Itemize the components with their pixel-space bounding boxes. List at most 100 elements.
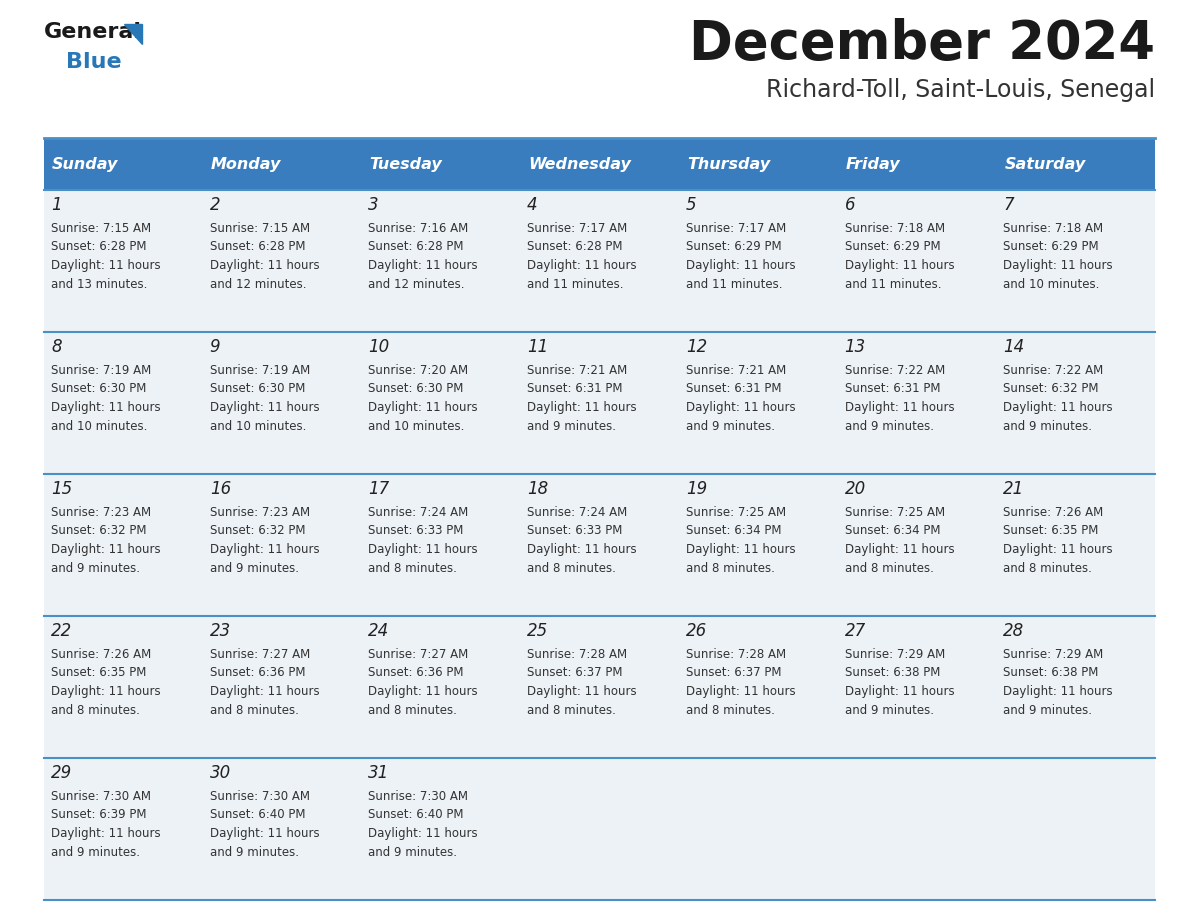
Text: Daylight: 11 hours: Daylight: 11 hours [527,401,637,414]
Text: 23: 23 [210,622,230,640]
Text: and 9 minutes.: and 9 minutes. [51,562,140,575]
Text: Sunrise: 7:28 AM: Sunrise: 7:28 AM [685,648,786,661]
Text: 26: 26 [685,622,707,640]
Text: Daylight: 11 hours: Daylight: 11 hours [210,401,320,414]
Polygon shape [124,24,143,44]
Text: Sunset: 6:33 PM: Sunset: 6:33 PM [527,524,623,538]
Bar [44,616,1155,758]
Text: Sunset: 6:29 PM: Sunset: 6:29 PM [685,241,782,253]
Text: Daylight: 11 hours: Daylight: 11 hours [51,827,160,840]
Text: Sunrise: 7:19 AM: Sunrise: 7:19 AM [210,364,310,377]
Text: Sunset: 6:33 PM: Sunset: 6:33 PM [368,524,463,538]
Text: 28: 28 [1004,622,1024,640]
Text: Sunrise: 7:17 AM: Sunrise: 7:17 AM [685,222,786,235]
Text: Sunrise: 7:29 AM: Sunrise: 7:29 AM [845,648,944,661]
Text: and 8 minutes.: and 8 minutes. [210,703,298,717]
Text: Daylight: 11 hours: Daylight: 11 hours [368,685,478,698]
Text: Daylight: 11 hours: Daylight: 11 hours [210,259,320,272]
Text: Daylight: 11 hours: Daylight: 11 hours [368,259,478,272]
Text: 15: 15 [51,480,72,498]
Text: Sunrise: 7:18 AM: Sunrise: 7:18 AM [845,222,944,235]
Text: Sunset: 6:28 PM: Sunset: 6:28 PM [368,241,465,253]
Bar [44,332,1155,474]
Text: 25: 25 [527,622,549,640]
Text: Daylight: 11 hours: Daylight: 11 hours [527,259,637,272]
Text: and 11 minutes.: and 11 minutes. [845,277,941,290]
Text: Thursday: Thursday [687,156,770,172]
Text: Daylight: 11 hours: Daylight: 11 hours [368,543,478,556]
Text: Daylight: 11 hours: Daylight: 11 hours [368,401,478,414]
Bar [44,190,1155,332]
Text: and 10 minutes.: and 10 minutes. [1004,277,1100,290]
Text: 20: 20 [845,480,866,498]
Text: December 2024: December 2024 [689,18,1155,70]
Text: Sunrise: 7:28 AM: Sunrise: 7:28 AM [527,648,627,661]
Text: 3: 3 [368,196,379,214]
Text: Saturday: Saturday [1004,156,1086,172]
Text: Friday: Friday [846,156,901,172]
Text: Sunrise: 7:27 AM: Sunrise: 7:27 AM [210,648,310,661]
Text: and 10 minutes.: and 10 minutes. [368,420,465,432]
Text: and 12 minutes.: and 12 minutes. [368,277,465,290]
Text: and 9 minutes.: and 9 minutes. [845,703,934,717]
Text: Daylight: 11 hours: Daylight: 11 hours [845,685,954,698]
Text: 19: 19 [685,480,707,498]
Text: Sunset: 6:32 PM: Sunset: 6:32 PM [1004,383,1099,396]
Text: Sunset: 6:28 PM: Sunset: 6:28 PM [527,241,623,253]
Text: Sunset: 6:28 PM: Sunset: 6:28 PM [210,241,305,253]
Text: Sunset: 6:31 PM: Sunset: 6:31 PM [527,383,623,396]
Text: 2: 2 [210,196,220,214]
Text: 9: 9 [210,338,220,356]
Text: and 8 minutes.: and 8 minutes. [685,562,775,575]
Text: Daylight: 11 hours: Daylight: 11 hours [210,685,320,698]
Text: 10: 10 [368,338,390,356]
Text: Sunrise: 7:15 AM: Sunrise: 7:15 AM [210,222,310,235]
Text: and 11 minutes.: and 11 minutes. [527,277,624,290]
Text: Sunrise: 7:19 AM: Sunrise: 7:19 AM [51,364,151,377]
Text: Daylight: 11 hours: Daylight: 11 hours [845,543,954,556]
Text: Sunrise: 7:26 AM: Sunrise: 7:26 AM [51,648,151,661]
Text: and 9 minutes.: and 9 minutes. [368,845,457,858]
Text: Sunset: 6:40 PM: Sunset: 6:40 PM [210,809,305,822]
Text: and 8 minutes.: and 8 minutes. [368,562,457,575]
Text: and 8 minutes.: and 8 minutes. [51,703,140,717]
Text: Sunset: 6:31 PM: Sunset: 6:31 PM [845,383,940,396]
Text: Daylight: 11 hours: Daylight: 11 hours [1004,543,1113,556]
Text: Daylight: 11 hours: Daylight: 11 hours [685,259,796,272]
Text: Sunset: 6:34 PM: Sunset: 6:34 PM [845,524,940,538]
Text: 14: 14 [1004,338,1024,356]
Text: 18: 18 [527,480,549,498]
Text: Daylight: 11 hours: Daylight: 11 hours [51,259,160,272]
Text: Daylight: 11 hours: Daylight: 11 hours [1004,685,1113,698]
Text: Sunrise: 7:25 AM: Sunrise: 7:25 AM [685,506,786,519]
Text: Daylight: 11 hours: Daylight: 11 hours [51,401,160,414]
Text: Sunset: 6:36 PM: Sunset: 6:36 PM [368,666,465,679]
Text: and 12 minutes.: and 12 minutes. [210,277,307,290]
Text: Sunrise: 7:22 AM: Sunrise: 7:22 AM [845,364,944,377]
Text: Sunset: 6:35 PM: Sunset: 6:35 PM [1004,524,1099,538]
Text: 31: 31 [368,764,390,782]
Text: Sunset: 6:32 PM: Sunset: 6:32 PM [210,524,305,538]
Text: Sunrise: 7:30 AM: Sunrise: 7:30 AM [51,790,151,803]
Text: Daylight: 11 hours: Daylight: 11 hours [368,827,478,840]
Text: Sunset: 6:30 PM: Sunset: 6:30 PM [368,383,463,396]
Text: Sunrise: 7:21 AM: Sunrise: 7:21 AM [527,364,627,377]
Text: 16: 16 [210,480,230,498]
Text: Sunset: 6:29 PM: Sunset: 6:29 PM [845,241,940,253]
Text: Monday: Monday [210,156,282,172]
Text: and 11 minutes.: and 11 minutes. [685,277,783,290]
Text: Sunrise: 7:25 AM: Sunrise: 7:25 AM [845,506,944,519]
Text: Sunrise: 7:18 AM: Sunrise: 7:18 AM [1004,222,1104,235]
Text: Sunrise: 7:20 AM: Sunrise: 7:20 AM [368,364,468,377]
Text: Sunset: 6:37 PM: Sunset: 6:37 PM [685,666,782,679]
Text: Sunset: 6:32 PM: Sunset: 6:32 PM [51,524,146,538]
Text: and 9 minutes.: and 9 minutes. [210,562,298,575]
Text: 17: 17 [368,480,390,498]
Text: Daylight: 11 hours: Daylight: 11 hours [51,543,160,556]
Text: Sunrise: 7:16 AM: Sunrise: 7:16 AM [368,222,469,235]
Text: 6: 6 [845,196,855,214]
Text: Blue: Blue [67,52,121,72]
Text: and 8 minutes.: and 8 minutes. [845,562,934,575]
Text: 30: 30 [210,764,230,782]
Text: Daylight: 11 hours: Daylight: 11 hours [1004,259,1113,272]
